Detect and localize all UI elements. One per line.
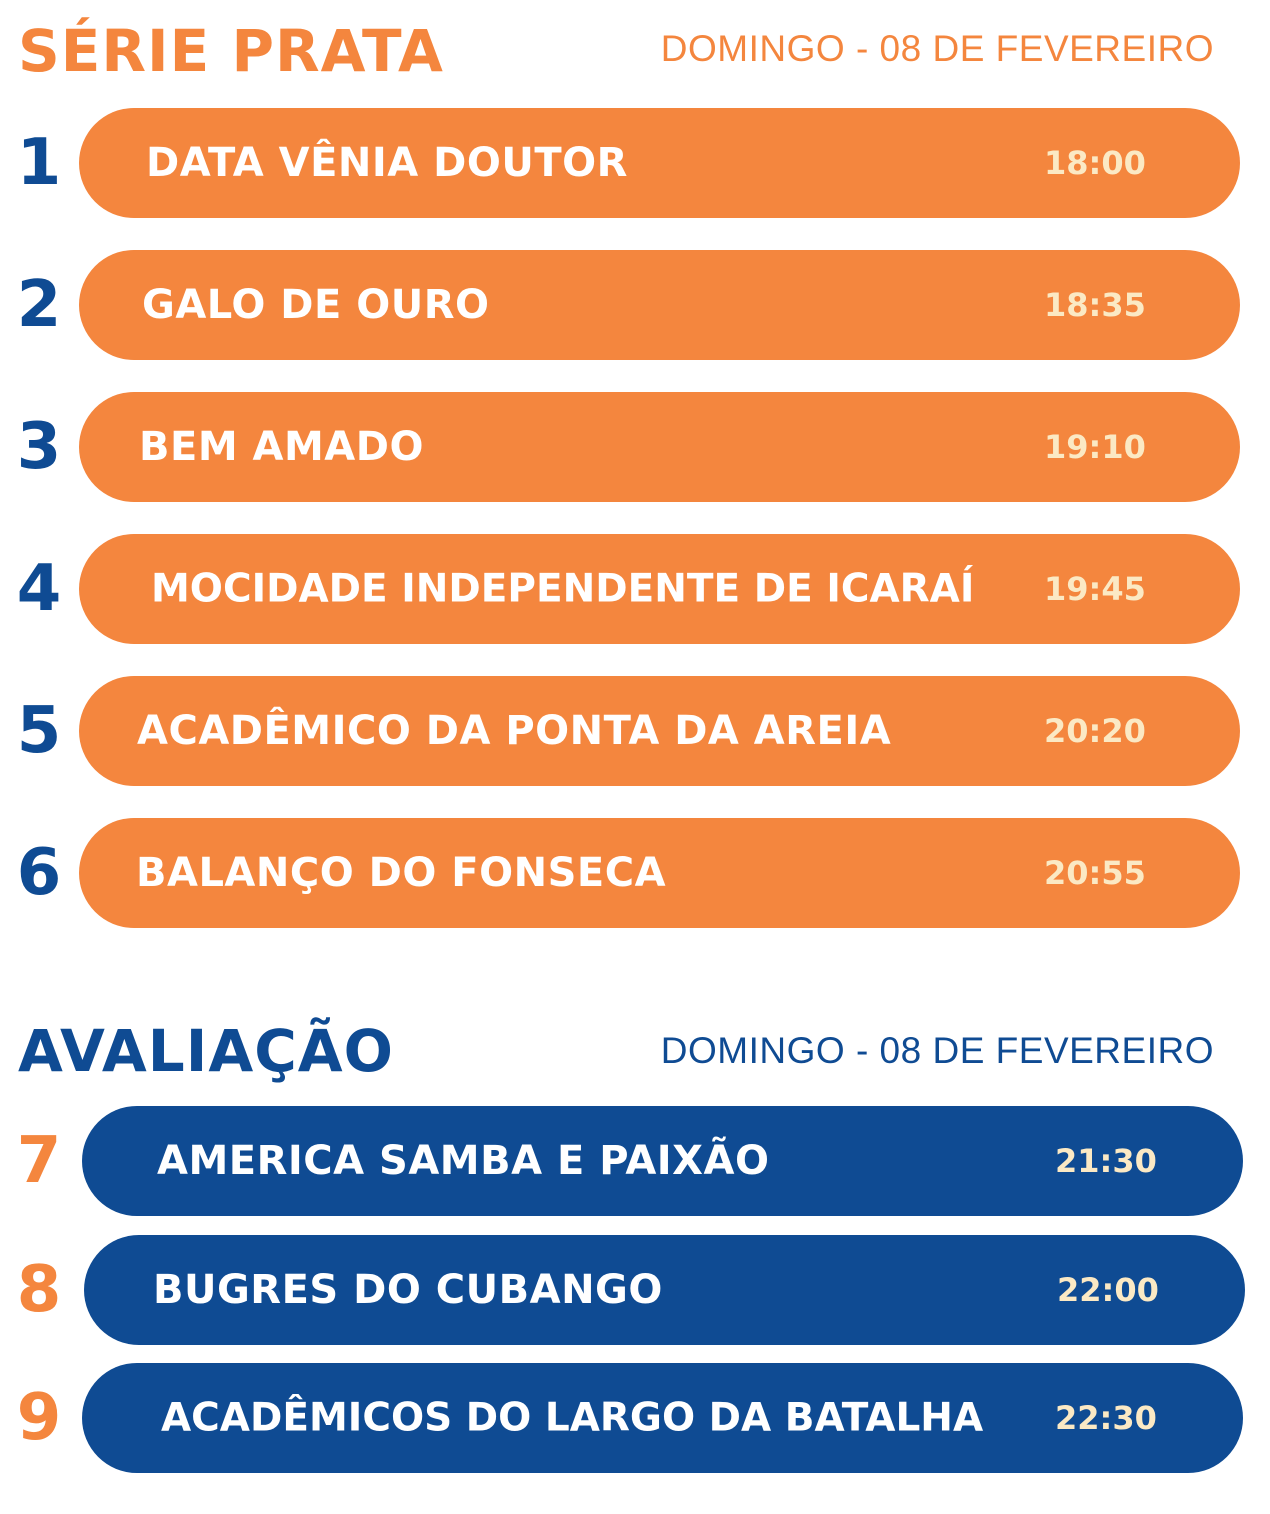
school-name: GALO DE OURO [142,282,490,328]
school-time: 22:00 [1057,1271,1159,1309]
serie-prata-date: DOMINGO - 08 DE FEVEREIRO [660,28,1214,69]
school-name: BALANÇO DO FONSECA [136,850,667,896]
row-number: 1 [16,126,62,200]
school-time: 18:35 [1044,286,1146,324]
school-time: 22:30 [1055,1399,1157,1437]
school-name: BUGRES DO CUBANGO [153,1267,663,1313]
school-name: MOCIDADE INDEPENDENTE DE ICARAÍ [151,566,975,612]
schedule-row-2: 2 GALO DE OURO 18:35 [0,250,1270,360]
school-pill: DATA VÊNIA DOUTOR 18:00 [79,108,1240,218]
row-number: 3 [16,410,62,484]
row-number: 7 [16,1124,62,1198]
school-time: 20:20 [1044,712,1146,750]
avaliacao-date: DOMINGO - 08 DE FEVEREIRO [660,1030,1214,1071]
row-number: 2 [16,268,62,342]
school-pill: ACADÊMICOS DO LARGO DA BATALHA 22:30 [82,1363,1243,1473]
school-name: ACADÊMICOS DO LARGO DA BATALHA [161,1395,984,1441]
avaliacao-title: AVALIAÇÃO [18,1017,394,1085]
schedule-row-5: 5 ACADÊMICO DA PONTA DA AREIA 20:20 [0,676,1270,786]
row-number: 9 [16,1381,62,1455]
schedule-row-9: 9 ACADÊMICOS DO LARGO DA BATALHA 22:30 [0,1363,1270,1473]
row-number: 5 [16,694,62,768]
school-pill: BALANÇO DO FONSECA 20:55 [79,818,1240,928]
school-name: BEM AMADO [139,424,424,470]
schedule-row-7: 7 AMERICA SAMBA E PAIXÃO 21:30 [0,1106,1270,1216]
school-time: 20:55 [1044,854,1146,892]
school-time: 18:00 [1044,144,1146,182]
serie-prata-title: SÉRIE PRATA [18,17,444,85]
row-number: 6 [16,836,62,910]
school-pill: BEM AMADO 19:10 [79,392,1240,502]
school-name: DATA VÊNIA DOUTOR [146,140,628,186]
school-pill: MOCIDADE INDEPENDENTE DE ICARAÍ 19:45 [79,534,1240,644]
school-pill: AMERICA SAMBA E PAIXÃO 21:30 [82,1106,1243,1216]
schedule-row-4: 4 MOCIDADE INDEPENDENTE DE ICARAÍ 19:45 [0,534,1270,644]
school-time: 19:45 [1044,570,1146,608]
schedule-row-1: 1 DATA VÊNIA DOUTOR 18:00 [0,108,1270,218]
school-time: 21:30 [1055,1142,1157,1180]
school-pill: BUGRES DO CUBANGO 22:00 [84,1235,1245,1345]
school-name: AMERICA SAMBA E PAIXÃO [157,1138,770,1184]
school-pill: ACADÊMICO DA PONTA DA AREIA 20:20 [79,676,1240,786]
school-time: 19:10 [1044,428,1146,466]
schedule-row-6: 6 BALANÇO DO FONSECA 20:55 [0,818,1270,928]
school-pill: GALO DE OURO 18:35 [79,250,1240,360]
row-number: 4 [16,552,62,626]
school-name: ACADÊMICO DA PONTA DA AREIA [137,708,892,754]
row-number: 8 [16,1253,62,1327]
schedule-row-8: 8 BUGRES DO CUBANGO 22:00 [0,1235,1270,1345]
schedule-row-3: 3 BEM AMADO 19:10 [0,392,1270,502]
